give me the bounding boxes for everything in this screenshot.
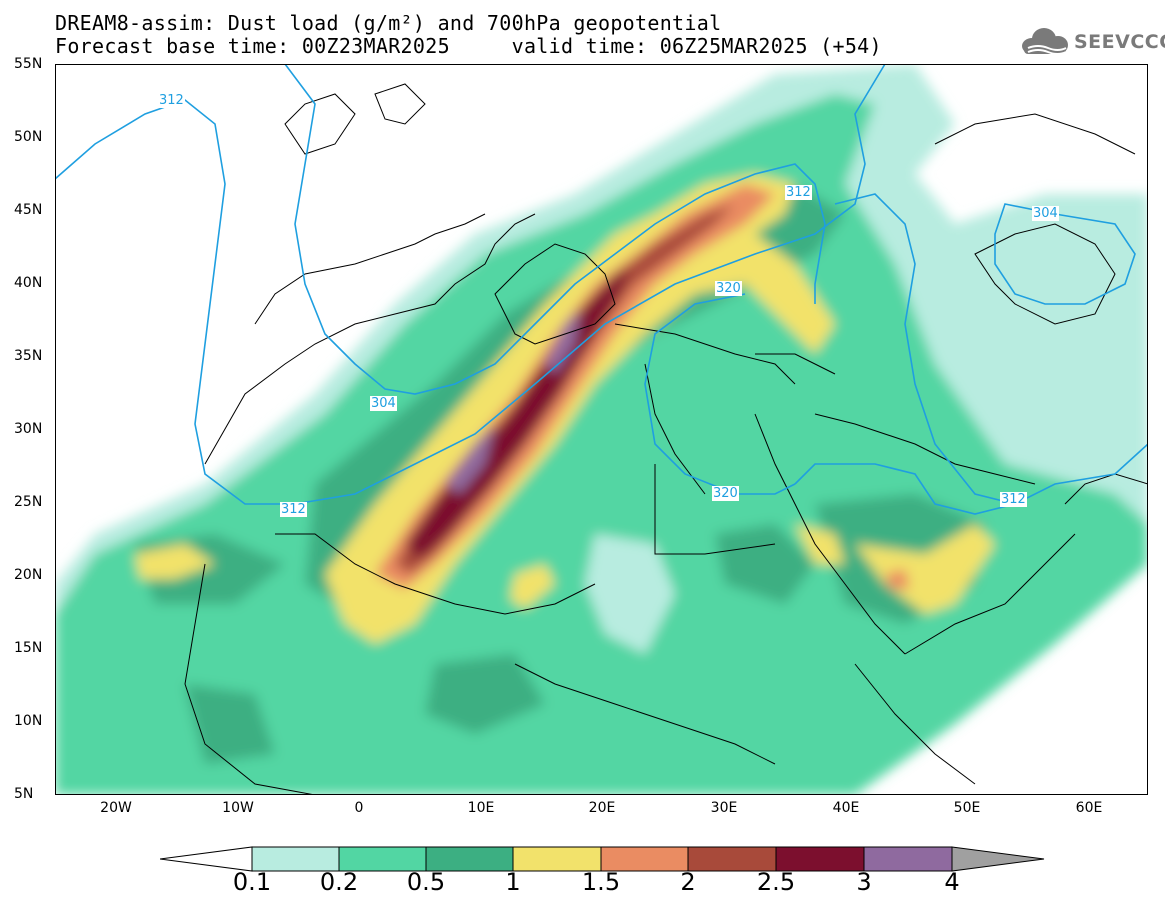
lat-label: 25N bbox=[14, 494, 43, 510]
colorbar-label: 1.5 bbox=[581, 868, 621, 896]
lon-label: 10E bbox=[467, 800, 495, 816]
lat-label: 45N bbox=[14, 202, 43, 218]
lon-label: 10W bbox=[222, 800, 254, 816]
colorbar-label: 2.5 bbox=[756, 868, 796, 896]
map-frame bbox=[55, 64, 1148, 795]
lon-label: 40E bbox=[832, 800, 860, 816]
colorbar-label: 4 bbox=[944, 868, 960, 896]
dust-load-map bbox=[55, 64, 1148, 795]
lon-label: 0 bbox=[354, 800, 364, 816]
colorbar-swatch bbox=[863, 846, 953, 872]
colorbar-label: 2 bbox=[680, 868, 696, 896]
lat-label: 40N bbox=[14, 275, 43, 291]
contour-label: 304 bbox=[1032, 206, 1059, 221]
colorbar-swatch bbox=[425, 846, 514, 872]
contour-label: 312 bbox=[280, 502, 307, 517]
colorbar-label: 0.1 bbox=[232, 868, 272, 896]
contour-label: 320 bbox=[715, 281, 742, 296]
contour-label: 304 bbox=[370, 396, 397, 411]
colorbar bbox=[160, 846, 1045, 872]
colorbar-swatch bbox=[338, 846, 427, 872]
lat-label: 35N bbox=[14, 348, 43, 364]
chart-subtitle: Forecast base time: 00Z23MAR2025 valid t… bbox=[55, 34, 882, 58]
lon-label: 20W bbox=[100, 800, 132, 816]
contour-label: 320 bbox=[712, 486, 739, 501]
logo-text: SEEVCCC bbox=[1074, 31, 1165, 53]
colorbar-right-arrow bbox=[951, 846, 1045, 872]
colorbar-label: 0.2 bbox=[319, 868, 359, 896]
lat-label: 10N bbox=[14, 713, 43, 729]
colorbar-label: 1 bbox=[505, 868, 521, 896]
colorbar-label: 0.5 bbox=[406, 868, 446, 896]
coastlines bbox=[184, 83, 1148, 795]
chart-title: DREAM8-assim: Dust load (g/m²) and 700hP… bbox=[55, 11, 722, 35]
lon-label: 50E bbox=[953, 800, 981, 816]
lat-label: 15N bbox=[14, 640, 43, 656]
dust-field bbox=[55, 64, 1148, 795]
lat-label: 55N bbox=[14, 56, 43, 72]
colorbar-swatch bbox=[775, 846, 865, 872]
colorbar-label: 3 bbox=[856, 868, 872, 896]
lon-label: 20E bbox=[588, 800, 616, 816]
colorbar-swatch bbox=[251, 846, 340, 872]
colorbar-swatch bbox=[600, 846, 689, 872]
lon-label: 30E bbox=[710, 800, 738, 816]
contour-label: 312 bbox=[785, 185, 812, 200]
lat-label: 20N bbox=[14, 567, 43, 583]
colorbar-swatch bbox=[512, 846, 602, 872]
colorbar-swatch bbox=[687, 846, 777, 872]
contour-label: 312 bbox=[1000, 492, 1027, 507]
cloud-logo-icon bbox=[1022, 28, 1068, 55]
contour-label: 312 bbox=[158, 93, 185, 108]
lat-label: 50N bbox=[14, 129, 43, 145]
geopotential-contours bbox=[55, 64, 1148, 515]
lat-label: 5N bbox=[14, 786, 34, 802]
lat-label: 30N bbox=[14, 421, 43, 437]
lon-label: 60E bbox=[1075, 800, 1103, 816]
